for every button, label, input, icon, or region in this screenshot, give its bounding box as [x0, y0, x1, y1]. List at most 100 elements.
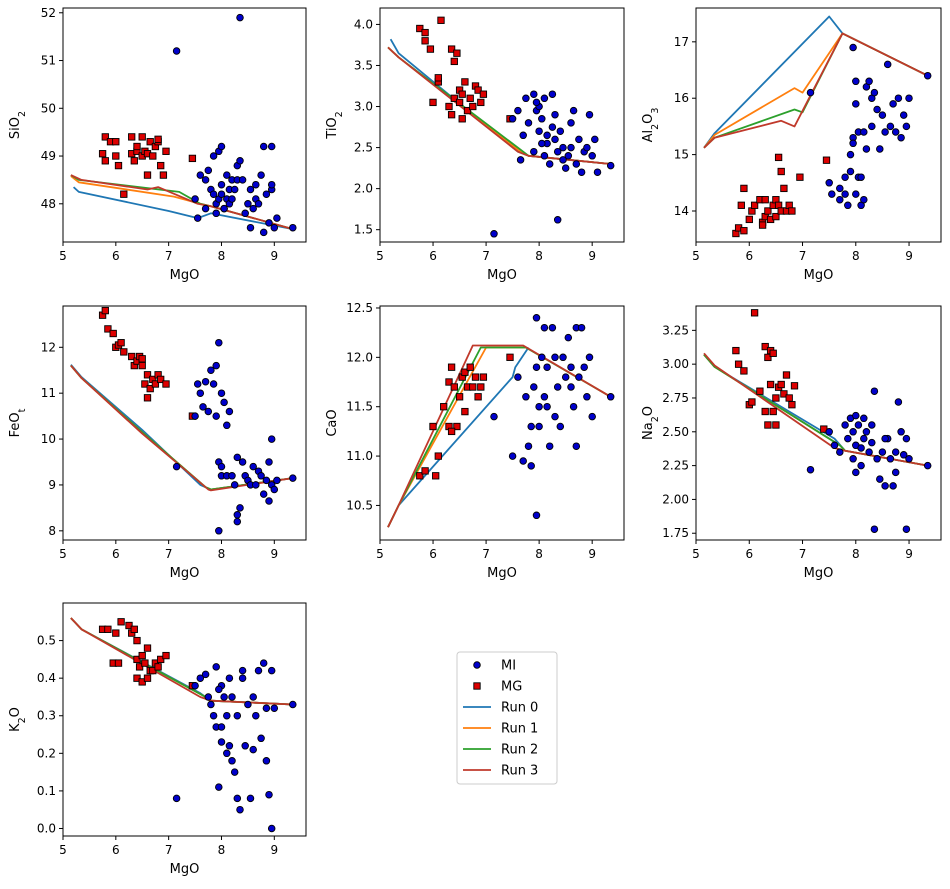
- point-mi: [825, 179, 833, 187]
- point-mi: [207, 700, 215, 709]
- point-mi: [249, 462, 257, 471]
- point-mi: [545, 442, 554, 450]
- point-mi: [902, 122, 911, 131]
- point-mg: [737, 201, 745, 209]
- y-tick-label: 9: [48, 478, 56, 492]
- point-mg: [445, 378, 453, 386]
- point-mg: [772, 421, 780, 429]
- point-mi: [259, 228, 268, 237]
- point-mg: [772, 394, 780, 402]
- point-mg: [769, 349, 777, 357]
- point-mg: [774, 153, 783, 162]
- point-mi: [548, 323, 557, 332]
- point-mi: [530, 383, 538, 391]
- x-tick-label: 7: [165, 843, 173, 857]
- point-mi: [923, 461, 932, 470]
- axes-frame: [379, 305, 625, 541]
- series-line-run-2: [387, 46, 611, 165]
- point-mi: [217, 462, 226, 471]
- point-mi: [204, 407, 213, 416]
- point-mi: [567, 119, 575, 127]
- point-mi: [228, 693, 236, 701]
- point-mg: [104, 625, 112, 633]
- y-tick-label: 50: [41, 101, 56, 115]
- point-mi: [905, 455, 913, 463]
- point-mg: [479, 90, 488, 98]
- point-mg: [421, 37, 429, 45]
- point-mg: [447, 45, 456, 53]
- x-axis-label: MgO: [170, 268, 200, 283]
- point-mg: [117, 618, 125, 626]
- x-tick-label: 8: [535, 249, 543, 263]
- point-mi: [228, 757, 236, 765]
- y-tick-label: 2.25: [662, 459, 689, 473]
- point-mi: [196, 171, 205, 179]
- point-mi: [860, 195, 868, 204]
- y-tick-label: 16: [674, 91, 689, 105]
- point-mi: [209, 190, 218, 198]
- y-tick-label: 2.5: [354, 141, 373, 155]
- point-mg: [120, 190, 128, 198]
- point-mg: [149, 666, 157, 675]
- point-mi: [236, 504, 244, 512]
- point-mi: [172, 47, 181, 55]
- point-mi: [191, 412, 199, 420]
- point-mi: [878, 111, 887, 119]
- point-mg: [506, 353, 514, 361]
- point-mg: [764, 207, 772, 215]
- point-mi: [244, 700, 252, 709]
- point-mi: [860, 128, 868, 136]
- point-mi: [564, 152, 573, 160]
- point-mi: [860, 414, 868, 423]
- point-mg: [761, 407, 769, 416]
- point-mi: [530, 90, 538, 98]
- series-line-run-0: [389, 38, 611, 165]
- point-mi: [220, 204, 228, 213]
- point-mi: [265, 458, 273, 466]
- point-mi: [540, 323, 549, 332]
- point-mi: [223, 421, 231, 430]
- point-mi: [270, 223, 279, 232]
- x-tick-label: 6: [745, 249, 753, 263]
- point-mi: [606, 161, 615, 170]
- point-mg: [740, 184, 748, 193]
- point-mi: [844, 434, 852, 443]
- point-mi: [230, 768, 239, 776]
- point-mg: [112, 138, 120, 146]
- point-mg: [463, 106, 472, 115]
- point-mi: [572, 442, 581, 450]
- point-mg: [429, 98, 437, 107]
- point-mi: [172, 462, 181, 471]
- point-mi: [209, 711, 218, 720]
- point-mg: [429, 422, 437, 431]
- point-mg: [162, 651, 170, 660]
- point-mi: [894, 398, 903, 406]
- point-mi: [806, 88, 815, 97]
- point-mi: [262, 757, 271, 765]
- point-mi: [217, 738, 226, 746]
- point-mg: [447, 111, 456, 119]
- point-mg: [461, 407, 469, 416]
- point-mi: [215, 338, 223, 347]
- point-mg: [782, 371, 791, 379]
- axes-frame: [695, 305, 942, 541]
- x-tick-label: 5: [692, 547, 700, 561]
- point-mg: [458, 115, 466, 123]
- point-mg: [117, 339, 125, 347]
- point-mi: [902, 525, 911, 533]
- point-mi: [886, 122, 895, 131]
- point-mg: [745, 215, 753, 224]
- y-tick-label: 0.3: [37, 709, 56, 723]
- point-mi: [849, 43, 857, 52]
- point-mi: [233, 511, 242, 519]
- point-mi: [857, 173, 865, 181]
- point-mg: [135, 663, 144, 671]
- point-mg: [758, 221, 767, 229]
- point-mi: [508, 452, 517, 460]
- x-tick-label: 5: [59, 843, 67, 857]
- point-mi: [241, 209, 249, 218]
- point-mi: [883, 60, 892, 69]
- point-mi: [519, 457, 527, 465]
- y-tick-label: 0.2: [37, 746, 56, 760]
- point-mg: [453, 49, 461, 57]
